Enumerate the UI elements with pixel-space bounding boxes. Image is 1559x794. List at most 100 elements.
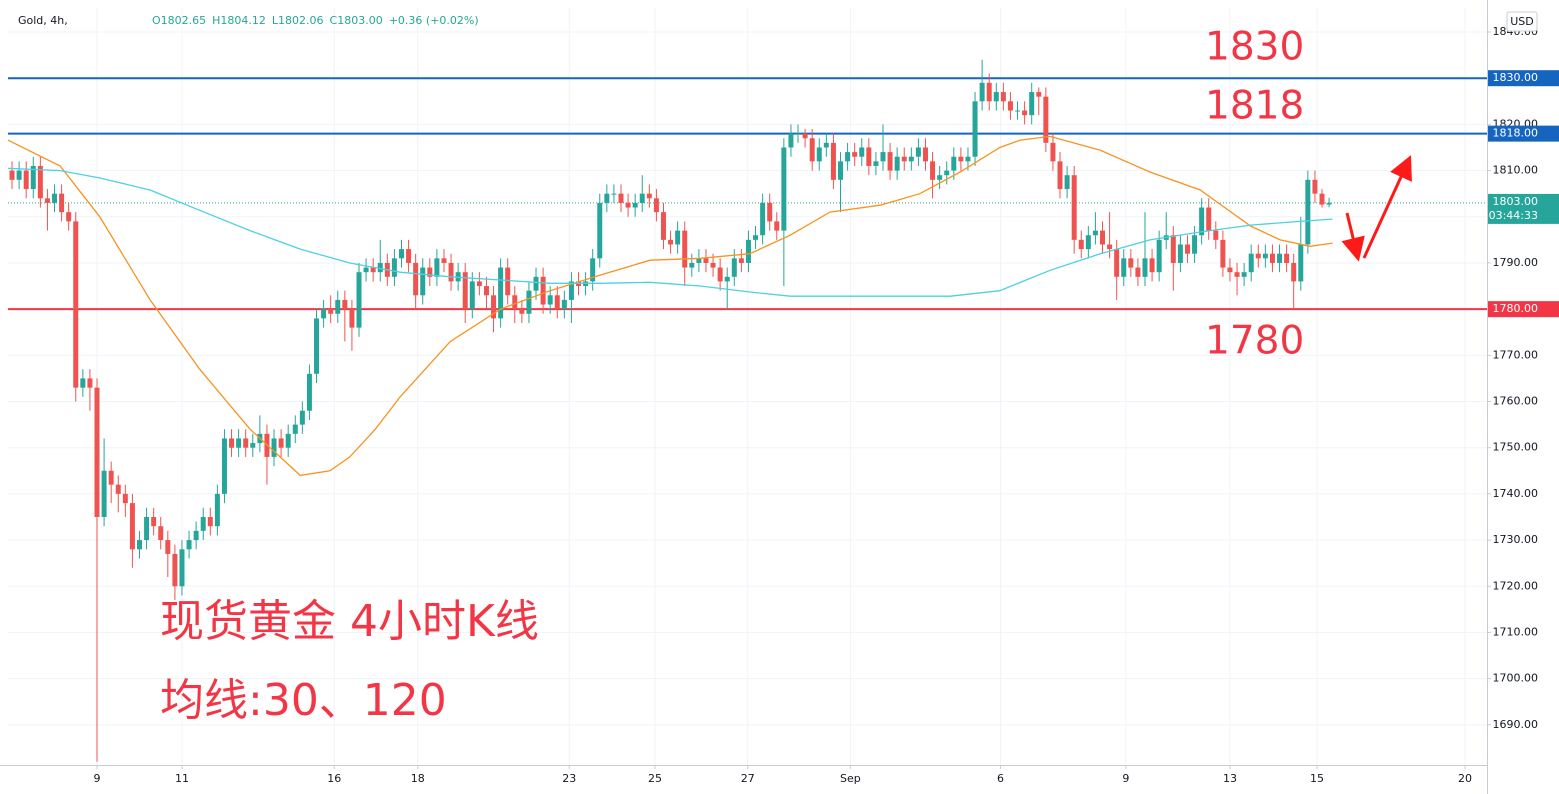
candle-body — [908, 156, 914, 162]
candle-body — [292, 424, 298, 434]
candle-body — [710, 262, 716, 268]
candle-body — [1326, 202, 1332, 205]
candle-body — [979, 82, 985, 102]
candle-body — [200, 516, 206, 531]
x-tick-label: 6 — [997, 772, 1004, 785]
candle-body — [129, 503, 135, 550]
candle-body — [1170, 235, 1176, 263]
candle-body — [1291, 262, 1297, 282]
candle-body — [951, 156, 957, 171]
x-tick-label: 9 — [94, 772, 101, 785]
candle-body — [427, 267, 433, 277]
x-tick-label: 15 — [1310, 772, 1324, 785]
candle-body — [1177, 244, 1183, 263]
candle-body — [505, 267, 511, 296]
moving-average — [8, 167, 1333, 297]
candle-body — [788, 133, 794, 148]
countdown: 03:44:33 — [1489, 209, 1538, 222]
ohlc-value: O1802.65 — [152, 14, 206, 27]
candle-body — [760, 202, 766, 236]
candle-body — [214, 493, 220, 527]
current-price-box — [1488, 193, 1559, 224]
candle-body — [1220, 239, 1226, 268]
candle-body — [1255, 253, 1261, 259]
candle-body — [165, 540, 171, 554]
candle-body — [377, 262, 383, 273]
annotation: 现货黄金 4小时K线 — [160, 596, 539, 647]
candle-body — [1319, 193, 1325, 205]
x-tick-label: 23 — [562, 772, 576, 785]
currency-box[interactable] — [1506, 11, 1538, 32]
candle-body — [838, 161, 844, 180]
candle-body — [611, 193, 617, 195]
candle-body — [930, 161, 936, 180]
candle-body — [540, 276, 546, 305]
x-tick-label: 9 — [1122, 772, 1129, 785]
candle-body — [406, 249, 412, 263]
y-tick-label: 1760.00 — [1493, 395, 1539, 408]
candle-body — [1269, 253, 1275, 263]
candle-body — [398, 249, 404, 259]
candle-body — [1015, 110, 1021, 112]
candle-body — [158, 526, 164, 541]
candle-body — [271, 438, 277, 457]
candle-body — [469, 281, 475, 310]
candle-body — [745, 239, 751, 263]
candle-body — [880, 152, 886, 162]
candle-body — [1305, 179, 1311, 245]
candle-body — [1071, 175, 1077, 240]
candle-body — [80, 378, 86, 388]
candle-body — [547, 295, 553, 305]
candle-body — [1142, 258, 1148, 277]
candle-body — [1192, 235, 1198, 254]
x-tick-label: 20 — [1458, 772, 1472, 785]
annotation: 均线:30、120 — [160, 675, 447, 726]
candle-body — [1156, 239, 1162, 273]
ohlc-value: +0.36 (+0.02%) — [389, 14, 479, 27]
y-tick-label: 1700.00 — [1493, 672, 1539, 685]
candle-body — [59, 193, 65, 213]
candle-body — [462, 272, 468, 310]
candle-body — [668, 239, 674, 245]
candle-body — [533, 276, 539, 291]
candle-body — [1036, 92, 1042, 97]
candle-body — [922, 147, 928, 162]
candle-body — [1022, 110, 1028, 116]
candle-body — [37, 165, 43, 199]
y-tick-label: 1770.00 — [1493, 348, 1539, 361]
candle-body — [491, 295, 497, 319]
candle-body — [236, 438, 242, 448]
candle-body — [420, 267, 426, 296]
candle-body — [179, 549, 185, 587]
candle-body — [349, 309, 355, 328]
arrow-up — [1362, 155, 1412, 259]
candle-body — [1057, 161, 1063, 190]
candle-body — [1085, 235, 1091, 250]
candle-body — [250, 443, 256, 448]
candle-body — [1248, 253, 1254, 273]
candle-body — [1050, 142, 1056, 162]
y-tick-label: 1710.00 — [1493, 625, 1539, 638]
candle-body — [1262, 253, 1268, 259]
candle-body — [823, 142, 829, 148]
candle-body — [1241, 272, 1247, 277]
candle-body — [774, 221, 780, 231]
candle-body — [795, 133, 801, 135]
candle-body — [151, 516, 157, 527]
x-tick-label: 16 — [327, 772, 341, 785]
candle-body — [604, 193, 610, 203]
candle-body — [278, 438, 284, 448]
candle-body — [221, 438, 227, 494]
level-label-box — [1488, 70, 1559, 87]
ohlc-value: C1803.00 — [330, 14, 383, 27]
moving-average — [8, 135, 1333, 477]
candle-body — [717, 267, 723, 282]
candle-body — [830, 142, 836, 180]
candle-body — [682, 230, 688, 268]
y-tick-label: 1730.00 — [1493, 533, 1539, 546]
candle-body — [335, 299, 341, 314]
y-tick-label: 1750.00 — [1493, 441, 1539, 454]
